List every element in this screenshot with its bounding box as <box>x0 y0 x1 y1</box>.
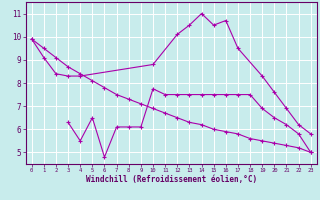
X-axis label: Windchill (Refroidissement éolien,°C): Windchill (Refroidissement éolien,°C) <box>86 175 257 184</box>
